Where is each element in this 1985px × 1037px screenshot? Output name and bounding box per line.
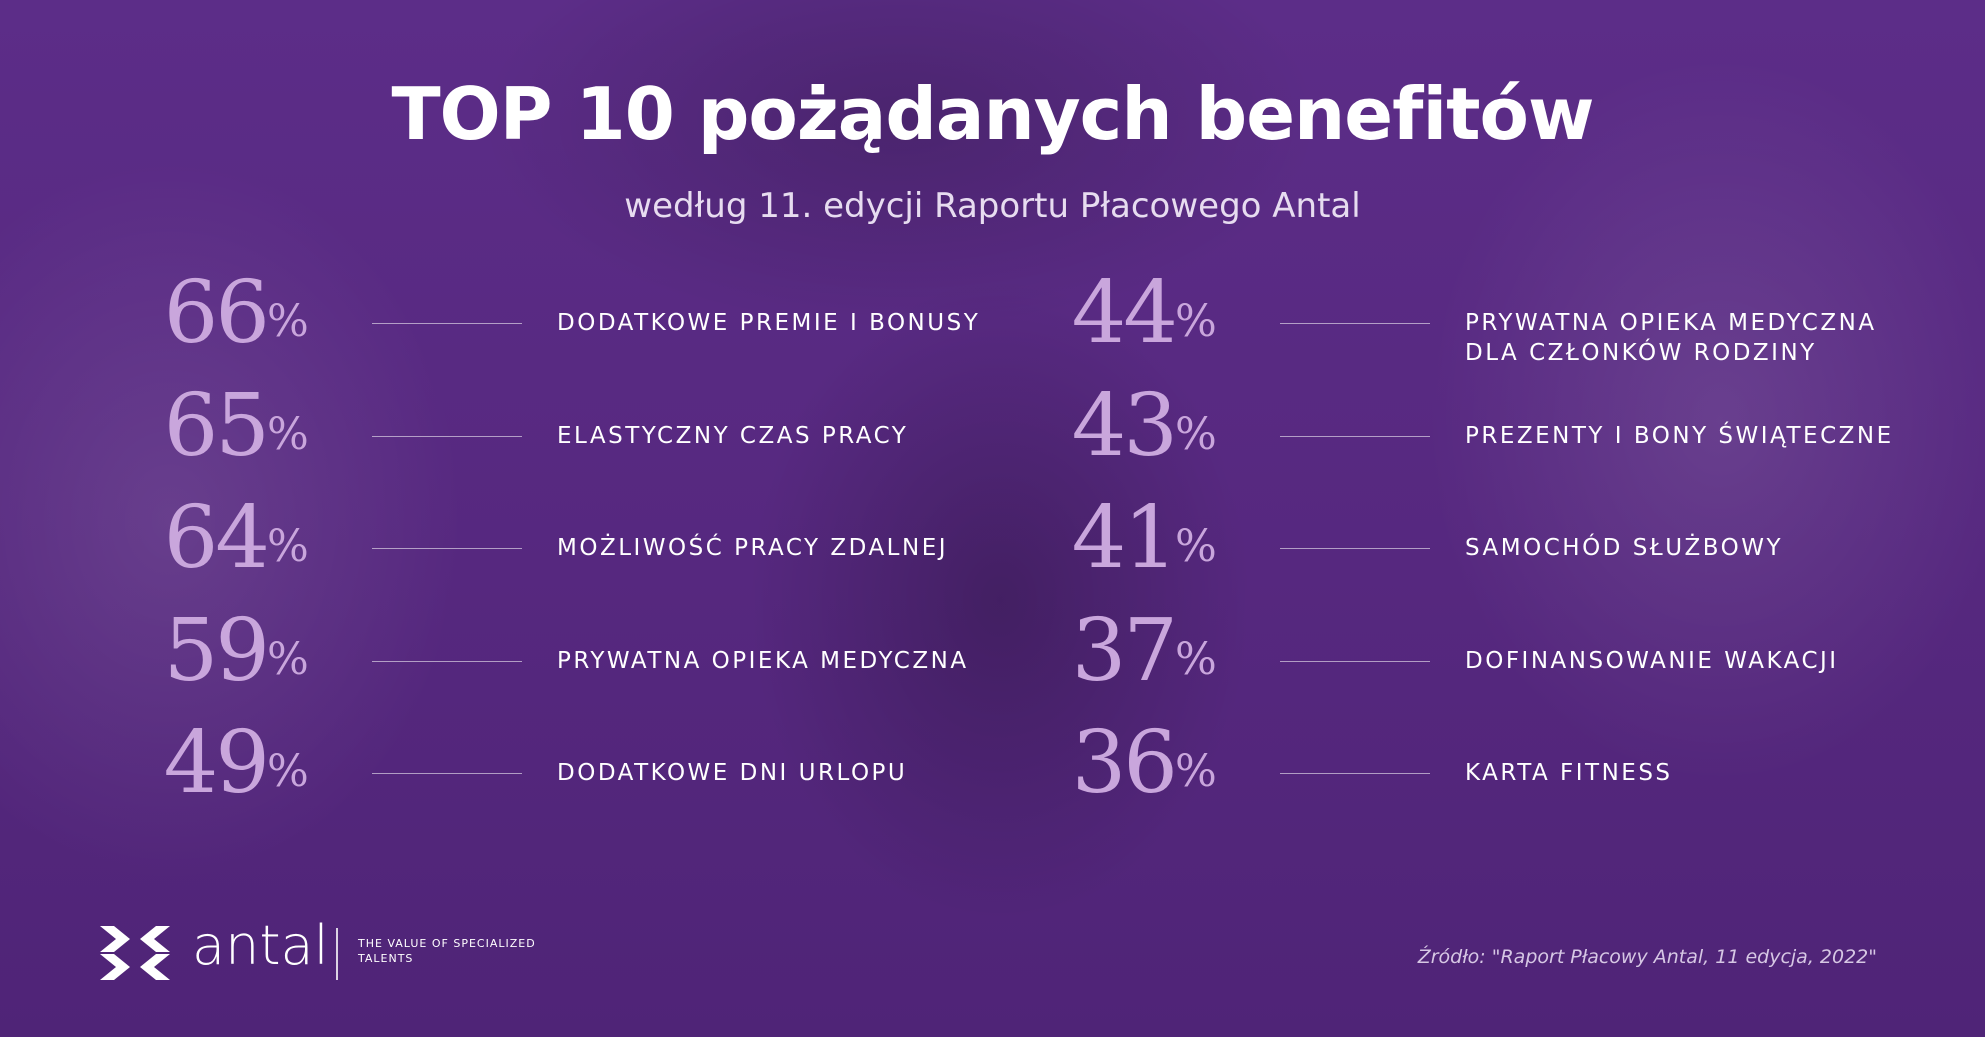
percent-sign: % [267, 296, 309, 347]
chart-subtitle: według 11. edycji Raportu Płacowego Anta… [624, 186, 1361, 226]
benefit-item: 36% KARTA FITNESS [1005, 710, 1905, 820]
leader-line [1280, 323, 1430, 324]
percent-sign: % [267, 521, 309, 572]
benefit-label: SAMOCHÓD SŁUŻBOWY [1465, 535, 1784, 561]
percent-sign: % [267, 409, 309, 460]
benefit-value: 64 [163, 488, 270, 588]
logo-divider [336, 928, 338, 980]
benefit-item: 64% MOŻLIWOŚĆ PRACY ZDALNEJ [97, 485, 997, 595]
benefit-value: 49 [163, 713, 270, 813]
benefit-label: MOŻLIWOŚĆ PRACY ZDALNEJ [557, 535, 949, 561]
leader-line [372, 323, 522, 324]
benefit-label: DODATKOWE DNI URLOPU [557, 760, 908, 786]
benefit-value: 66 [163, 263, 270, 363]
brand-tagline: THE VALUE OF SPECIALIZED TALENTS [358, 937, 536, 965]
leader-line [372, 436, 522, 437]
benefit-label: PREZENTY I BONY ŚWIĄTECZNE [1465, 423, 1894, 449]
leader-line [372, 661, 522, 662]
brand-name: antal [192, 914, 329, 977]
benefit-item: 41% SAMOCHÓD SŁUŻBOWY [1005, 485, 1905, 595]
leader-line [372, 548, 522, 549]
benefit-value: 41 [1071, 488, 1178, 588]
chart-title: TOP 10 pożądanych benefitów [391, 72, 1594, 156]
benefit-value: 37 [1071, 601, 1178, 701]
leader-line [1280, 436, 1430, 437]
percent-sign: % [1175, 296, 1217, 347]
benefit-label: ELASTYCZNY CZAS PRACY [557, 423, 909, 449]
leader-line [372, 773, 522, 774]
benefit-item: 44% PRYWATNA OPIEKA MEDYCZNA DLA CZŁONKÓW… [1005, 260, 1905, 370]
benefit-label: DODATKOWE PREMIE I BONUSY [557, 310, 981, 336]
benefit-item: 49% DODATKOWE DNI URLOPU [97, 710, 997, 820]
benefit-value: 59 [163, 601, 270, 701]
benefit-item: 37% DOFINANSOWANIE WAKACJI [1005, 598, 1905, 708]
antal-chevron-mark-icon [100, 926, 170, 980]
benefit-value: 43 [1071, 376, 1178, 476]
benefit-value: 65 [163, 376, 270, 476]
percent-sign: % [1175, 409, 1217, 460]
leader-line [1280, 548, 1430, 549]
benefit-item: 43% PREZENTY I BONY ŚWIĄTECZNE [1005, 373, 1905, 483]
leader-line [1280, 661, 1430, 662]
percent-sign: % [1175, 634, 1217, 685]
percent-sign: % [1175, 746, 1217, 797]
percent-sign: % [267, 746, 309, 797]
benefit-item: 66% DODATKOWE PREMIE I BONUSY [97, 260, 997, 370]
benefit-item: 59% PRYWATNA OPIEKA MEDYCZNA [97, 598, 997, 708]
benefit-label: PRYWATNA OPIEKA MEDYCZNA [557, 648, 969, 674]
benefit-label: PRYWATNA OPIEKA MEDYCZNA DLA CZŁONKÓW RO… [1465, 310, 1877, 366]
benefit-label: DOFINANSOWANIE WAKACJI [1465, 648, 1839, 674]
benefit-value: 44 [1071, 263, 1178, 363]
benefit-value: 36 [1071, 713, 1178, 813]
percent-sign: % [1175, 521, 1217, 572]
benefit-item: 65% ELASTYCZNY CZAS PRACY [97, 373, 997, 483]
source-note: Źródło: "Raport Płacowy Antal, 11 edycja… [1417, 946, 1877, 968]
percent-sign: % [267, 634, 309, 685]
benefit-label: KARTA FITNESS [1465, 760, 1673, 786]
leader-line [1280, 773, 1430, 774]
